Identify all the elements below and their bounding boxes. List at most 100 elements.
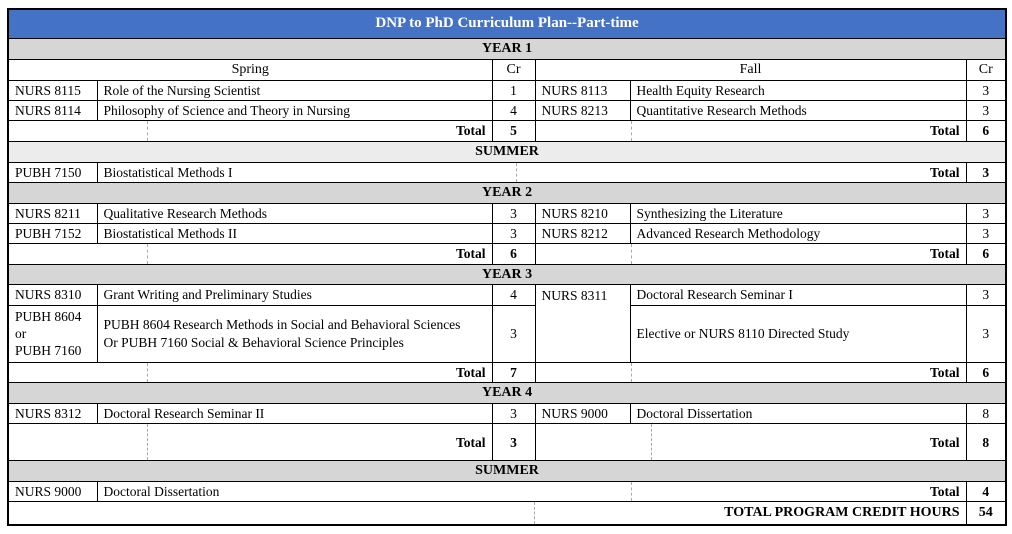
- total-label-cell: Total: [7, 361, 493, 384]
- course-credits: 1: [491, 79, 536, 102]
- summer2-total-value: 4: [965, 481, 1007, 503]
- total-label-cell: Total: [7, 423, 493, 462]
- course-code: NURS 8213: [534, 100, 631, 122]
- year4-band: YEAR 4: [7, 382, 1007, 404]
- course-code: NURS 8113: [534, 79, 631, 102]
- course-code: NURS 8211: [7, 202, 98, 225]
- course-title: Grant Writing and Preliminary Studies: [96, 284, 493, 306]
- cr-column-header-left: Cr: [491, 58, 536, 81]
- spring-total-value: 6: [491, 243, 536, 265]
- spring-column-header: Spring: [7, 58, 493, 81]
- summer2-course-row: NURS 9000 Doctoral Dissertation Total 4: [7, 481, 1007, 503]
- course-credits: 3: [491, 223, 536, 245]
- total-label: Total: [929, 246, 960, 262]
- total-label: Total: [455, 123, 486, 139]
- year2-band: YEAR 2: [7, 181, 1007, 204]
- course-title-line: PUBH 8604 Research Methods in Social and…: [103, 317, 461, 333]
- course-code: PUBH 7150: [7, 161, 98, 183]
- year3-elective-row: PUBH 8604 or PUBH 7160 PUBH 8604 Researc…: [7, 304, 1007, 363]
- course-title: Synthesizing the Literature: [629, 202, 967, 225]
- gridline-dash: [534, 502, 535, 525]
- total-label-cell: Total: [534, 361, 967, 384]
- table-row: NURS 8114 Philosophy of Science and Theo…: [7, 100, 1007, 122]
- total-label-cell: Total: [7, 120, 493, 142]
- course-code-line: or: [15, 326, 27, 342]
- total-label: Total: [455, 434, 486, 450]
- gridline-dash: [147, 121, 148, 141]
- course-title: Biostatistical Methods I: [103, 164, 233, 180]
- table-row: NURS 8211 Qualitative Research Methods 3…: [7, 202, 1007, 225]
- table-row: PUBH 7152 Biostatistical Methods II 3 NU…: [7, 223, 1007, 245]
- year1-heading: YEAR 1: [7, 38, 1007, 60]
- year1-total-row: Total 5 Total 6: [7, 120, 1007, 142]
- year3-heading: YEAR 3: [7, 263, 1007, 286]
- course-credits: 3: [491, 304, 536, 363]
- course-code: NURS 8212: [534, 223, 631, 245]
- total-label-cell: Total: [534, 243, 967, 265]
- course-code-line: PUBH 7160: [15, 343, 82, 359]
- course-credits: 3: [965, 202, 1007, 225]
- total-label: Total: [929, 123, 960, 139]
- course-credits: 4: [491, 284, 536, 306]
- year1-band: YEAR 1: [7, 38, 1007, 60]
- year4-total-row: Total 3 Total 8: [7, 423, 1007, 462]
- course-title: Doctoral Dissertation: [629, 402, 967, 425]
- spring-total-value: 7: [491, 361, 536, 384]
- course-code: NURS 8310: [7, 284, 98, 306]
- course-credits: 3: [491, 202, 536, 225]
- gridline-dash: [630, 121, 632, 141]
- summer2-band: SUMMER: [7, 460, 1007, 483]
- total-label-cell: Total: [7, 243, 493, 265]
- year2-total-row: Total 6 Total 6: [7, 243, 1007, 265]
- course-code: NURS 9000: [534, 402, 631, 425]
- course-title: Doctoral Dissertation: [103, 484, 220, 500]
- course-title: Doctoral Research Seminar II: [96, 402, 493, 425]
- gridline-dash: [650, 424, 652, 460]
- course-credits: 3: [965, 100, 1007, 122]
- course-code-line: PUBH 8604: [15, 308, 82, 324]
- course-credits: 3: [965, 284, 1007, 306]
- grand-total-label-cell: TOTAL PROGRAM CREDIT HOURS: [7, 501, 967, 526]
- spring-total-value: 3: [491, 423, 536, 462]
- summer2-heading: SUMMER: [7, 460, 1007, 483]
- course-credits: 3: [491, 402, 536, 425]
- fall-total-value: 6: [965, 120, 1007, 142]
- summer1-title-total-cell: Biostatistical Methods I Total: [96, 161, 967, 183]
- fall-total-value: 6: [965, 361, 1007, 384]
- summer1-band: SUMMER: [7, 140, 1007, 163]
- course-title: Qualitative Research Methods: [96, 202, 493, 225]
- gridline-dash: [147, 363, 148, 382]
- gridline-dash: [630, 482, 632, 501]
- course-credits: 3: [965, 304, 1007, 363]
- course-code-multiline: PUBH 8604 or PUBH 7160: [7, 304, 98, 363]
- course-code: NURS 9000: [7, 481, 98, 503]
- total-label: Total: [929, 364, 960, 380]
- gridline-dash: [515, 163, 517, 182]
- course-code: PUBH 7152: [7, 223, 98, 245]
- total-label: Total: [929, 434, 960, 450]
- page-title: DNP to PhD Curriculum Plan--Part-time: [7, 8, 1007, 39]
- course-title: Quantitative Research Methods: [629, 100, 967, 122]
- total-label-cell: Total: [534, 120, 967, 142]
- course-title: Role of the Nursing Scientist: [96, 79, 493, 102]
- title-bar-row: DNP to PhD Curriculum Plan--Part-time: [7, 8, 1007, 39]
- total-label: Total: [455, 246, 486, 262]
- total-label: Total: [455, 364, 486, 380]
- course-title: Elective or NURS 8110 Directed Study: [629, 304, 967, 363]
- course-title: Biostatistical Methods II: [96, 223, 493, 245]
- total-label: Total: [929, 164, 960, 180]
- course-title: Philosophy of Science and Theory in Nurs…: [96, 100, 493, 122]
- summer2-title-total-cell: Doctoral Dissertation Total: [96, 481, 967, 503]
- grand-total-value: 54: [965, 501, 1007, 526]
- year2-heading: YEAR 2: [7, 181, 1007, 204]
- course-code: NURS 8312: [7, 402, 98, 425]
- course-code: NURS 8311: [534, 284, 631, 363]
- summer1-heading: SUMMER: [7, 140, 1007, 163]
- course-title: Health Equity Research: [629, 79, 967, 102]
- year3-band: YEAR 3: [7, 263, 1007, 286]
- curriculum-table: DNP to PhD Curriculum Plan--Part-time YE…: [7, 8, 1008, 527]
- gridline-dash: [147, 424, 148, 460]
- course-title-line: Or PUBH 7160 Social & Behavioral Science…: [103, 334, 404, 350]
- table-row: NURS 8115 Role of the Nursing Scientist …: [7, 79, 1007, 102]
